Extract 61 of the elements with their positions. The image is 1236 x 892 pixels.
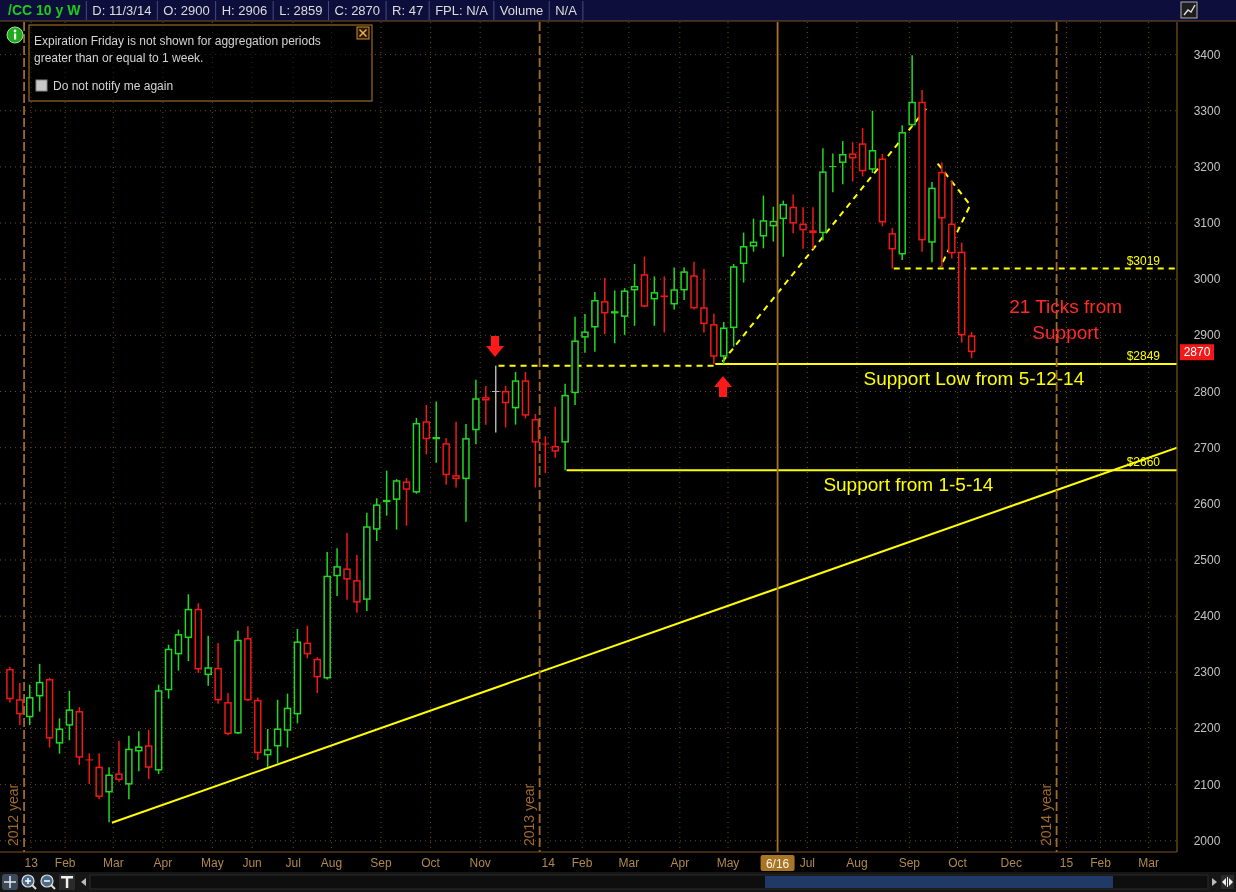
x-tick-label: Oct [421, 856, 441, 870]
text: O: 2900 [163, 3, 210, 18]
x-tick-label: Jun [242, 856, 262, 870]
data-label: $2849 [1126, 349, 1161, 363]
x-tick-label: 15 [1059, 856, 1074, 870]
data-label: $3019 [1126, 253, 1161, 268]
x-tick-label: Dec [1000, 856, 1022, 870]
x-tick-label: Sep [370, 856, 392, 870]
y-tick-label: 3400 [1193, 47, 1221, 62]
text: R: 47 [392, 3, 424, 18]
ref-line-label: 2013 year [520, 783, 537, 846]
x-tick-label: Jul [799, 856, 815, 870]
y-tick-label: 2200 [1193, 721, 1221, 736]
x-tick-label: Feb [1090, 856, 1112, 870]
x-tick-label: Aug [846, 856, 868, 870]
x-tick-label: Apr [153, 856, 173, 870]
ref-line-label: 6/16 [765, 856, 790, 871]
y-tick-label: 3000 [1193, 272, 1221, 287]
y-tick-label: 2700 [1193, 440, 1221, 455]
text: C: 2870 [334, 3, 381, 18]
ref-line-label: 2014 year [1037, 783, 1054, 846]
x-tick-label: Feb [54, 856, 76, 870]
y-tick-label: 3300 [1193, 103, 1221, 118]
x-tick-label: 13 [24, 856, 39, 870]
x-tick-label: Aug [320, 856, 343, 870]
annotation: 21 Ticks from Support [1009, 296, 1123, 344]
annotation: Do not notify me again [53, 79, 174, 93]
ref-line-label: 2012 year [5, 783, 22, 846]
text: D: 11/3/14 [92, 3, 152, 18]
text: FPL: N/A [435, 3, 489, 18]
x-tick-label: Jul [285, 856, 301, 870]
y-tick-label: 2500 [1193, 552, 1221, 567]
y-tick-label: 2400 [1193, 609, 1221, 624]
x-tick-label: Mar [102, 856, 124, 870]
text: 2870 [1183, 345, 1211, 360]
text: N/A [555, 3, 578, 18]
y-tick-label: 3200 [1193, 159, 1221, 174]
text: L: 2859 [279, 3, 323, 18]
series-label: Support Low from 5-12-14 [863, 368, 1085, 389]
x-tick-label: Mar [618, 856, 640, 870]
x-tick-label: Apr [670, 856, 690, 870]
chart-title: /CC 10 y W [8, 2, 82, 18]
text: Expiration Friday is not shown for aggregation periods greater than or equal to 1 week. [34, 34, 321, 65]
y-tick-label: 2800 [1193, 384, 1221, 399]
x-tick-label: Oct [948, 856, 968, 870]
x-tick-label: May [716, 856, 740, 870]
x-tick-label: Nov [469, 856, 491, 870]
x-tick-label: Sep [898, 856, 921, 870]
x-tick-label: Mar [1138, 856, 1160, 870]
x-tick-label: 14 [541, 856, 556, 870]
text: H: 2906 [221, 3, 268, 18]
y-tick-label: 2100 [1193, 777, 1221, 792]
y-tick-label: 2000 [1193, 833, 1221, 848]
x-tick-label: Feb [571, 856, 593, 870]
y-tick-label: 2600 [1193, 496, 1221, 511]
y-tick-label: 3100 [1193, 216, 1221, 231]
series-label: Support from 1-5-14 [823, 474, 994, 496]
y-tick-label: 2900 [1193, 328, 1221, 343]
y-tick-label: 2300 [1193, 665, 1221, 680]
text: Volume [499, 3, 544, 18]
x-tick-label: May [201, 856, 224, 870]
